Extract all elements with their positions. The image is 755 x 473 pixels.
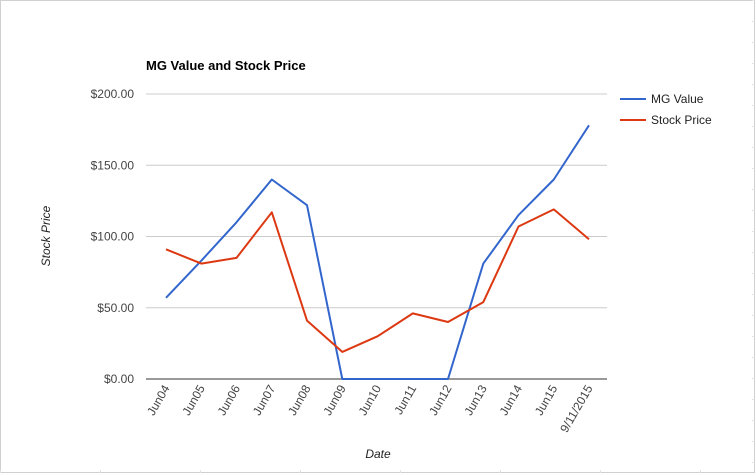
legend: MG Value Stock Price (620, 92, 712, 127)
y-tick-label: $150.00 (91, 158, 135, 172)
x-tick-label: Jun14 (497, 382, 526, 418)
gridlines (146, 93, 607, 309)
x-axis-ticks: Jun04 Jun05 Jun06 Jun07 Jun08 Jun09 Jun10 Jun11… (144, 382, 596, 435)
series-line-mg-value (165, 124, 590, 380)
x-tick-label: Jun08 (285, 382, 314, 418)
x-tick-label: Jun06 (215, 382, 244, 418)
y-tick-label: $100.00 (91, 230, 135, 244)
x-tick-label: Jun07 (250, 382, 279, 418)
x-tick-label: 9/11/2015 (557, 382, 596, 435)
y-tick-label: $0.00 (104, 372, 134, 386)
x-tick-label: Jun09 (320, 382, 349, 418)
x-tick-label: Jun04 (144, 382, 173, 418)
x-axis-title: Date (365, 447, 391, 461)
chart-title: MG Value and Stock Price (146, 58, 306, 73)
x-tick-label: Jun11 (391, 382, 419, 417)
spreadsheet-gridlines-bottom (0, 470, 755, 473)
y-axis-title: Stock Price (39, 205, 53, 266)
series-lines (165, 124, 590, 380)
y-tick-label: $200.00 (91, 87, 135, 101)
y-axis-ticks: $0.00 $50.00 $100.00 $150.00 $200.00 (91, 87, 135, 386)
legend-label-mg-value: MG Value (651, 92, 704, 106)
spreadsheet-gridlines-right (752, 0, 755, 473)
x-tick-label: Jun15 (532, 382, 561, 418)
x-tick-label: Jun05 (179, 382, 208, 418)
x-tick-label: Jun12 (426, 382, 455, 418)
legend-label-stock-price: Stock Price (651, 113, 712, 127)
x-tick-label: Jun10 (356, 382, 385, 418)
series-line-stock-price (165, 208, 590, 353)
y-tick-label: $50.00 (97, 301, 134, 315)
x-tick-label: Jun13 (461, 382, 490, 418)
